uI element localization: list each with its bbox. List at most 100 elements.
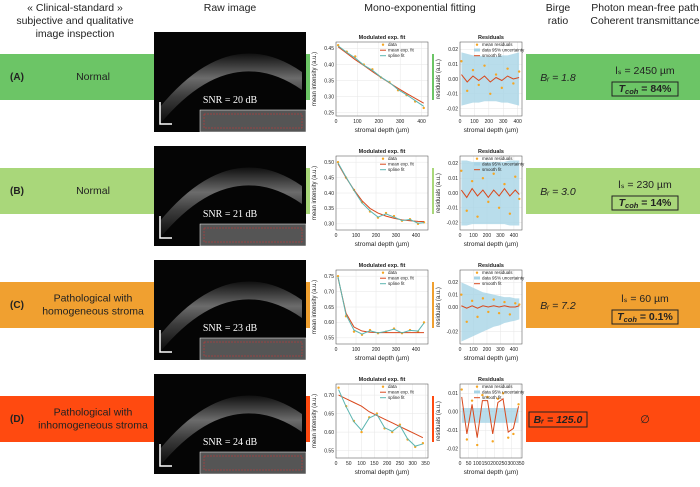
x-tick-label: 100 xyxy=(357,461,366,467)
legend-label: spline fit xyxy=(388,167,405,172)
x-tick-label: 0 xyxy=(335,233,338,239)
x-tick-label: 250 xyxy=(396,461,405,467)
y-tick-label: 0.55 xyxy=(324,336,334,342)
tcoh-value: = 14% xyxy=(638,197,672,209)
header-text: Birge xyxy=(546,2,571,14)
y-tick-label: 0.35 xyxy=(324,78,334,84)
data-point xyxy=(492,298,495,301)
x-axis-label: stromal depth (µm) xyxy=(464,127,519,134)
y-tick-label: 0.00 xyxy=(448,191,458,197)
legend-label: data xyxy=(388,42,397,47)
y-tick-label: 0.02 xyxy=(448,161,458,167)
legend-label: smooth fit xyxy=(482,167,502,172)
x-tick-label: 350 xyxy=(516,461,525,467)
series-line xyxy=(461,74,520,83)
y-tick-label: 0.00 xyxy=(448,410,458,416)
data-point xyxy=(508,212,512,215)
inset-roi xyxy=(203,227,303,243)
y-axis-label: mean intensity (a.u.) xyxy=(312,166,318,220)
x-tick-label: 200 xyxy=(383,461,392,467)
row-id: (C) xyxy=(10,300,24,311)
x-tick-label: 200 xyxy=(490,461,499,467)
x-tick-label: 200 xyxy=(372,347,381,353)
y-tick-label: 0.70 xyxy=(324,289,334,295)
x-tick-label: 100 xyxy=(473,461,482,467)
data-point xyxy=(465,209,468,212)
y-tick-label: -0.01 xyxy=(447,428,459,434)
legend-label: mean exp. fit xyxy=(388,390,415,395)
y-tick-label: 0.02 xyxy=(448,280,458,286)
data-point xyxy=(518,303,521,306)
x-tick-label: 400 xyxy=(412,347,421,353)
legend-marker xyxy=(474,162,480,166)
tcoh-value: = 0.1% xyxy=(637,311,674,323)
x-tick-label: 150 xyxy=(370,461,379,467)
chart-title: Residuals xyxy=(478,35,504,41)
y-tick-label: 0.30 xyxy=(324,94,334,100)
row-label: homogeneous stroma xyxy=(42,306,144,318)
legend-label: smooth fit xyxy=(482,395,502,400)
x-tick-label: 0 xyxy=(335,461,338,467)
x-tick-label: 100 xyxy=(352,233,361,239)
data-point xyxy=(481,297,485,300)
data-point xyxy=(503,300,506,304)
x-tick-label: 0 xyxy=(335,119,338,125)
y-tick-label: 0.40 xyxy=(324,191,334,197)
legend-marker xyxy=(474,48,480,52)
row-id: (D) xyxy=(10,414,24,425)
y-tick-label: 0.35 xyxy=(324,206,334,212)
legend-marker xyxy=(475,271,479,274)
x-tick-label: 350 xyxy=(421,461,430,467)
data-point xyxy=(360,430,363,434)
data-point xyxy=(507,436,510,439)
legend-marker xyxy=(474,276,480,280)
x-tick-label: 0 xyxy=(335,347,338,353)
chart-title: Residuals xyxy=(478,263,504,269)
legend-label: mean residuals xyxy=(482,156,513,161)
x-tick-label: 100 xyxy=(469,233,478,239)
scale-bar xyxy=(159,330,172,353)
data-point xyxy=(477,83,480,87)
inset-roi xyxy=(203,341,303,357)
legend-label: data 95% uncertainty xyxy=(482,48,525,53)
data-point xyxy=(476,315,479,319)
series-line xyxy=(338,389,424,447)
data-point xyxy=(500,86,504,90)
tcoh-subscript: coh xyxy=(625,201,639,210)
series-line xyxy=(461,305,520,309)
data-point xyxy=(491,440,494,443)
y-tick-label: -0.02 xyxy=(447,106,459,112)
coherent-transmittance: Tcoh = 84% xyxy=(619,83,672,96)
legend-label: spline fit xyxy=(388,395,405,400)
y-axis-label: mean intensity (a.u.) xyxy=(312,52,318,106)
tcoh-subscript: coh xyxy=(624,315,638,324)
y-tick-label: 0.60 xyxy=(324,320,334,326)
y-axis-label: mean intensity (a.u.) xyxy=(312,394,318,448)
y-axis-label: residuals (a.u.) xyxy=(436,173,442,213)
row-label: Normal xyxy=(76,185,110,197)
x-tick-label: 100 xyxy=(353,119,362,125)
x-axis-label: stromal depth (µm) xyxy=(355,241,410,248)
data-point xyxy=(497,206,501,209)
tcoh-value: = 84% xyxy=(638,83,672,95)
tcoh-symbol: T xyxy=(619,197,627,209)
y-tick-label: 0.75 xyxy=(324,274,334,280)
y-tick-label: 0.30 xyxy=(324,222,334,228)
cornea-arc xyxy=(160,167,302,238)
legend-marker xyxy=(381,157,385,160)
legend-label: data xyxy=(388,384,397,389)
x-tick-label: 400 xyxy=(510,233,519,239)
data-point xyxy=(486,395,489,399)
header-text: image inspection xyxy=(36,28,115,40)
legend-label: data 95% uncertainty xyxy=(482,276,525,281)
series-line xyxy=(337,162,425,224)
uncertainty-band xyxy=(461,52,520,106)
legend-marker xyxy=(475,43,479,46)
header-text: Mono-exponential fitting xyxy=(364,2,476,14)
chart-title: Residuals xyxy=(478,377,504,383)
row-id: (A) xyxy=(10,72,24,83)
chart-background xyxy=(434,373,526,477)
data-point xyxy=(336,274,340,278)
x-tick-label: 100 xyxy=(469,347,478,353)
x-axis-label: stromal depth (µm) xyxy=(355,355,410,362)
